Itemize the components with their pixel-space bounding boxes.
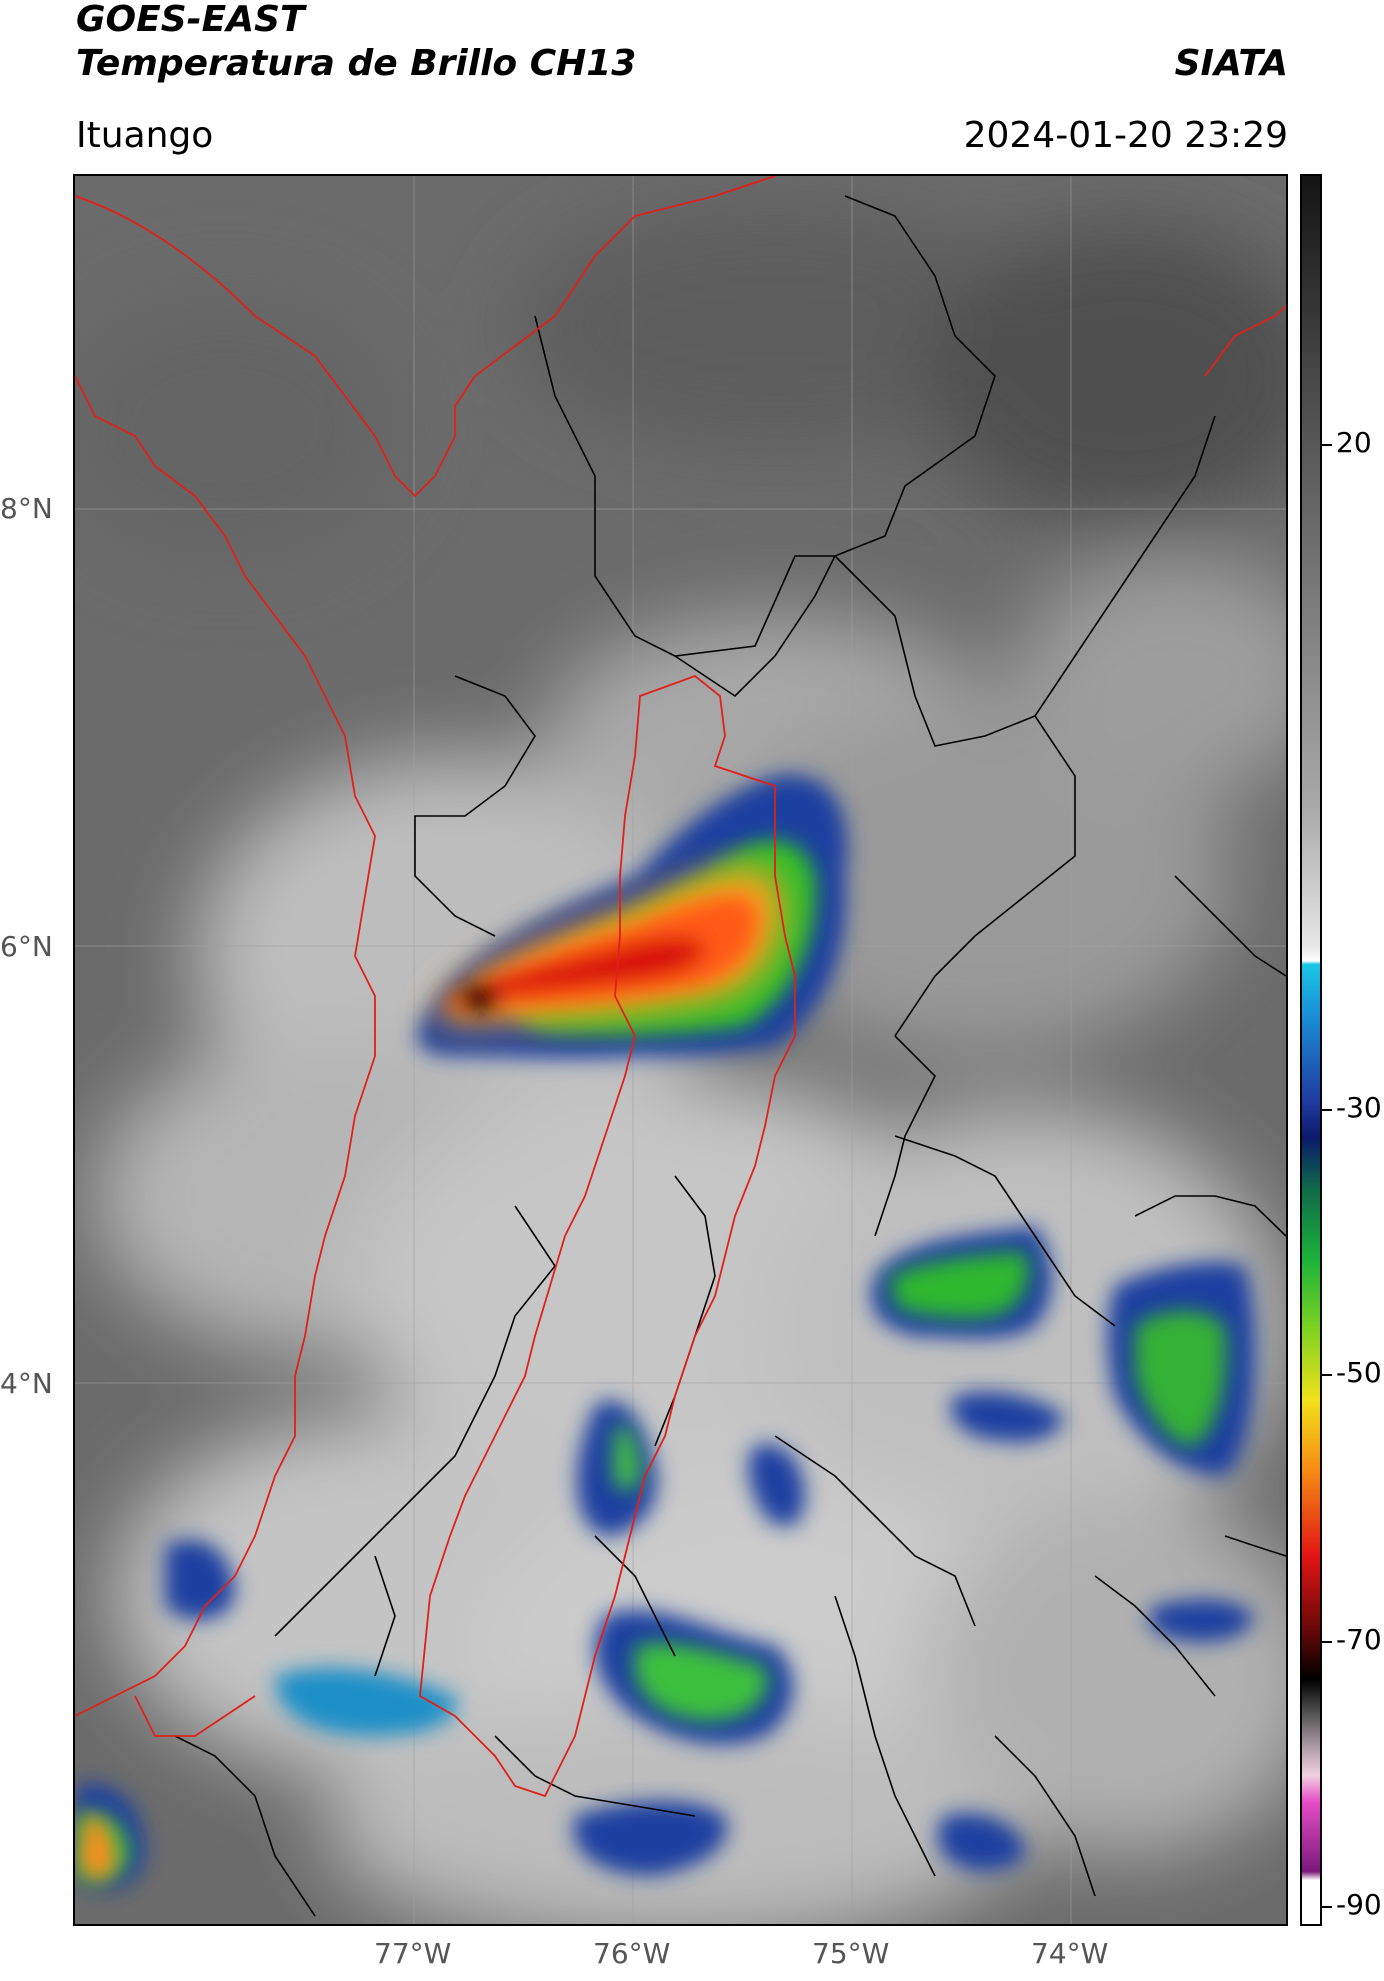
gridlines <box>75 176 1286 1924</box>
map-canvas <box>75 176 1286 1924</box>
lat-label-4n: 4°N <box>0 1367 53 1400</box>
cb-tick-minus50: -50 <box>1336 1356 1382 1389</box>
lon-label-75w: 75°W <box>812 1937 890 1970</box>
cb-tick-minus30: -30 <box>1336 1091 1382 1124</box>
cb-tick-mark <box>1322 1906 1332 1908</box>
cb-tick-mark <box>1322 1641 1332 1643</box>
lat-label-8n: 8°N <box>0 492 53 525</box>
lon-label-74w: 74°W <box>1031 1937 1109 1970</box>
cb-tick-minus70: -70 <box>1336 1623 1382 1656</box>
satellite-map[interactable] <box>73 174 1288 1926</box>
lat-label-6n: 6°N <box>0 930 53 963</box>
cloud-texture <box>75 206 1286 1924</box>
satellite-title: GOES-EAST <box>76 0 305 40</box>
datetime-title: 2024-01-20 23:29 <box>963 115 1288 156</box>
cb-tick-mark <box>1322 444 1332 446</box>
region-title: Ituango <box>76 115 214 156</box>
admin-borders <box>174 195 1286 1917</box>
colorbar-gradient <box>1302 176 1320 1924</box>
organization-title: SIATA <box>1174 43 1288 84</box>
coastline-and-region <box>75 176 1286 1798</box>
lon-label-76w: 76°W <box>593 1937 671 1970</box>
cb-tick-20: 20 <box>1336 426 1372 459</box>
temperature-colorbar <box>1300 174 1322 1926</box>
cb-tick-mark <box>1322 1109 1332 1111</box>
product-title: Temperatura de Brillo CH13 <box>76 43 637 84</box>
cb-tick-minus90: -90 <box>1336 1888 1382 1921</box>
lon-label-77w: 77°W <box>374 1937 452 1970</box>
cb-tick-mark <box>1322 1374 1332 1376</box>
